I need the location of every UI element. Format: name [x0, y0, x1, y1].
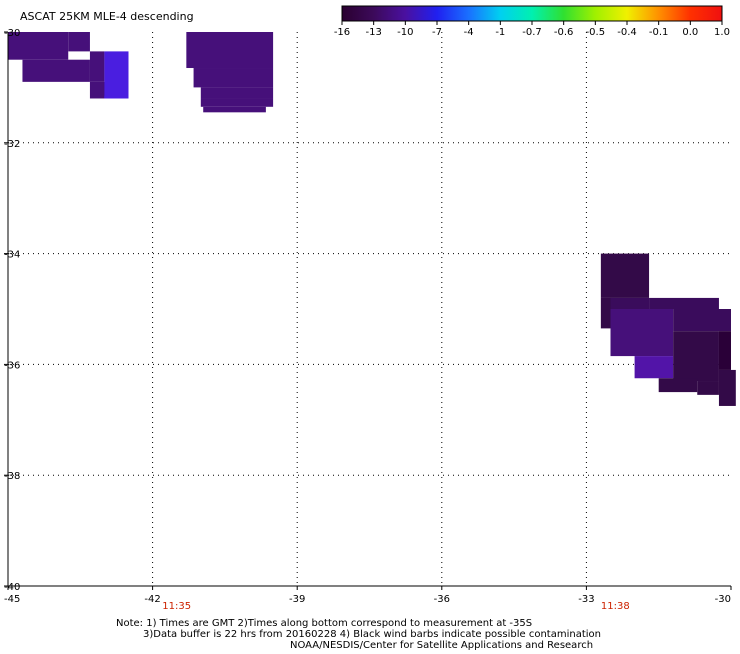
x-tick-label: -33	[578, 594, 594, 605]
colorbar-label: -4	[464, 27, 474, 38]
x-tick-label: -42	[144, 594, 160, 605]
data-cell	[8, 32, 69, 60]
y-tick-label: -34	[4, 250, 20, 261]
data-cell	[104, 95, 129, 99]
chart-title: ASCAT 25KM MLE-4 descending	[20, 10, 194, 23]
data-cell	[186, 32, 274, 69]
y-tick-label: -36	[4, 360, 20, 371]
time-label: 11:38	[601, 601, 630, 612]
grid	[8, 32, 731, 586]
data-cell	[658, 378, 698, 393]
colorbar-label: -16	[334, 27, 350, 38]
data-cell	[610, 297, 650, 309]
data-cell	[104, 51, 129, 99]
time-label: 11:35	[162, 601, 191, 612]
colorbar-label: -0.6	[554, 27, 574, 38]
tick-labels: -30 -32 -34 -36 -38 -40-45 -42 -39 -36 -33 -30	[4, 28, 731, 605]
note-line-2: 3)Data buffer is 22 hrs from 20160228 4)…	[143, 629, 601, 640]
colorbar-label: -0.4	[617, 27, 637, 38]
colorbar-label: 1.0	[714, 27, 730, 38]
y-tick-label: -38	[4, 471, 20, 482]
colorbar-label: -0.5	[586, 27, 606, 38]
x-tick-label: -36	[434, 594, 450, 605]
data-cell	[200, 98, 274, 107]
colorbar-label: -0.1	[649, 27, 669, 38]
y-tick-label: -30	[4, 28, 20, 39]
data-cell	[649, 297, 719, 309]
y-tick-label: -40	[4, 582, 20, 593]
x-tick-label: -30	[715, 594, 731, 605]
data-cell	[673, 331, 719, 382]
data-cell	[104, 95, 112, 99]
note-line-1: Note: 1) Times are GMT 2)Times along bot…	[116, 618, 532, 629]
colorbar-label: -13	[365, 27, 381, 38]
data-cell	[610, 309, 674, 357]
data-cell	[89, 51, 105, 82]
data-cell	[203, 106, 266, 113]
data-cells	[8, 32, 736, 406]
data-cell	[718, 369, 736, 406]
colorbar-bar	[341, 5, 723, 22]
data-cell	[600, 253, 650, 298]
data-cell	[22, 59, 90, 82]
colorbar: -16 -13 -10 -7 -4 -1 -0.7 -0.6 -0.5 -0.4 -0.1 0.0 1.…	[334, 5, 730, 38]
time-labels: 11:35 11:38	[162, 601, 629, 612]
data-cell	[68, 32, 90, 52]
data-cell	[200, 87, 274, 99]
y-tick-label: -32	[4, 139, 20, 150]
colorbar-label: 0.0	[682, 27, 698, 38]
data-cell	[193, 68, 274, 88]
data-cell	[697, 381, 719, 395]
footnote: Note: 1) Times are GMT 2)Times along bot…	[116, 618, 601, 651]
data-cell	[718, 331, 731, 370]
x-tick-label: -39	[289, 594, 305, 605]
data-cell	[600, 297, 611, 329]
x-tick-label: -45	[4, 594, 20, 605]
note-line-3: NOAA/NESDIS/Center for Satellite Applica…	[290, 640, 593, 650]
data-cell	[634, 356, 674, 379]
axes	[4, 31, 732, 590]
data-cell	[673, 309, 731, 332]
colorbar-label: -1	[495, 27, 505, 38]
colorbar-label: -7	[432, 27, 442, 38]
colorbar-label: -0.7	[522, 27, 542, 38]
colorbar-label: -10	[397, 27, 413, 38]
